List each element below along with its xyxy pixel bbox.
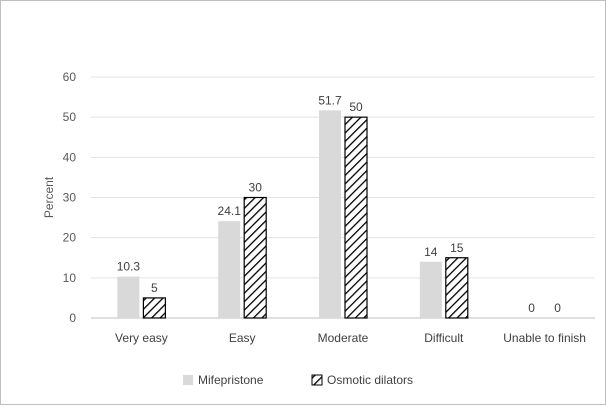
y-tick-label: 10 [63, 271, 77, 285]
data-label: 5 [151, 281, 158, 295]
data-label: 51.7 [318, 93, 342, 107]
legend-label: Osmotic dilators [327, 373, 413, 387]
x-tick-label: Difficult [424, 331, 464, 345]
y-tick-label: 40 [63, 150, 77, 164]
bar-mifepristone [419, 261, 442, 318]
bar-mifepristone [117, 276, 140, 318]
x-tick-label: Unable to finish [503, 331, 586, 345]
bar-osmotic-dilators [344, 116, 368, 319]
bar-osmotic-dilators [445, 257, 469, 319]
y-tick-label: 30 [63, 191, 77, 205]
bar-osmotic-dilators [243, 196, 267, 319]
data-label: 30 [249, 181, 263, 195]
bar-mifepristone [218, 221, 241, 318]
bar-mifepristone [319, 110, 341, 318]
x-tick-label: Very easy [115, 331, 168, 345]
y-tick-label: 0 [69, 311, 76, 325]
data-label: 14 [424, 245, 438, 259]
bar-osmotic-dilators [142, 297, 166, 319]
x-tick-label: Moderate [318, 331, 369, 345]
legend-swatch-mifepristone [183, 375, 193, 385]
y-tick-label: 20 [63, 231, 77, 245]
y-axis-title: Percent [42, 176, 56, 218]
data-label: 10.3 [117, 260, 141, 274]
y-tick-label: 60 [63, 70, 77, 84]
y-tick-label: 50 [63, 110, 77, 124]
data-label: 50 [349, 100, 363, 114]
data-label: 15 [450, 241, 464, 255]
legend-swatch-osmotic-dilators [311, 374, 323, 386]
data-label: 0 [554, 301, 561, 315]
data-label: 0 [528, 301, 535, 315]
legend-label: Mifepristone [198, 373, 264, 387]
data-label: 24.1 [218, 204, 242, 218]
x-tick-label: Easy [229, 331, 256, 345]
